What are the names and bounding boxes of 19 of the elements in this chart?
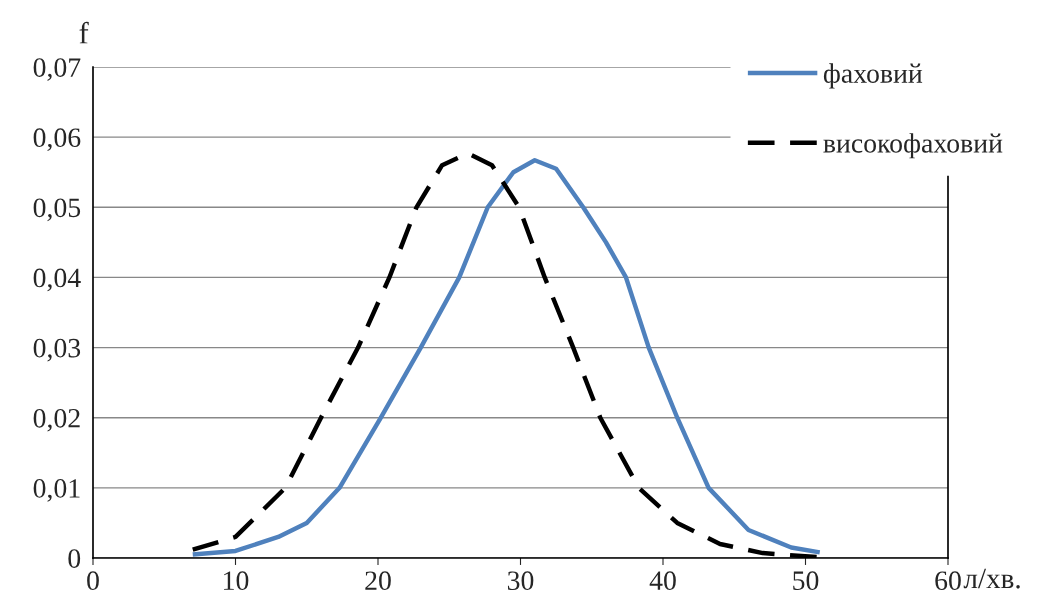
x-tick-label: 20: [365, 571, 391, 591]
legend-label: високофаховий: [823, 133, 1003, 159]
x-axis-title: л/хв.: [963, 568, 1020, 589]
x-tick-label: 10: [224, 571, 249, 591]
x-tick-label: 0: [87, 571, 99, 591]
x-tick-label: 50: [793, 571, 819, 591]
y-tick-label: 0,03: [33, 338, 81, 362]
y-axis-title: f: [79, 21, 89, 44]
y-tick-label: 0: [68, 549, 81, 568]
y-tick-label: 0,07: [33, 58, 81, 81]
y-tick-label: 0,06: [33, 128, 81, 152]
x-tick-label: 40: [649, 571, 676, 591]
y-tick-label: 0,01: [33, 479, 80, 502]
x-tick-label: 60: [935, 571, 961, 591]
y-tick-label: 0,02: [33, 408, 80, 432]
y-tick-label: 0,04: [33, 268, 81, 292]
legend-label: фаховий: [823, 63, 923, 89]
y-tick-label: 0,05: [33, 198, 81, 222]
x-tick-label: 30: [507, 571, 534, 591]
